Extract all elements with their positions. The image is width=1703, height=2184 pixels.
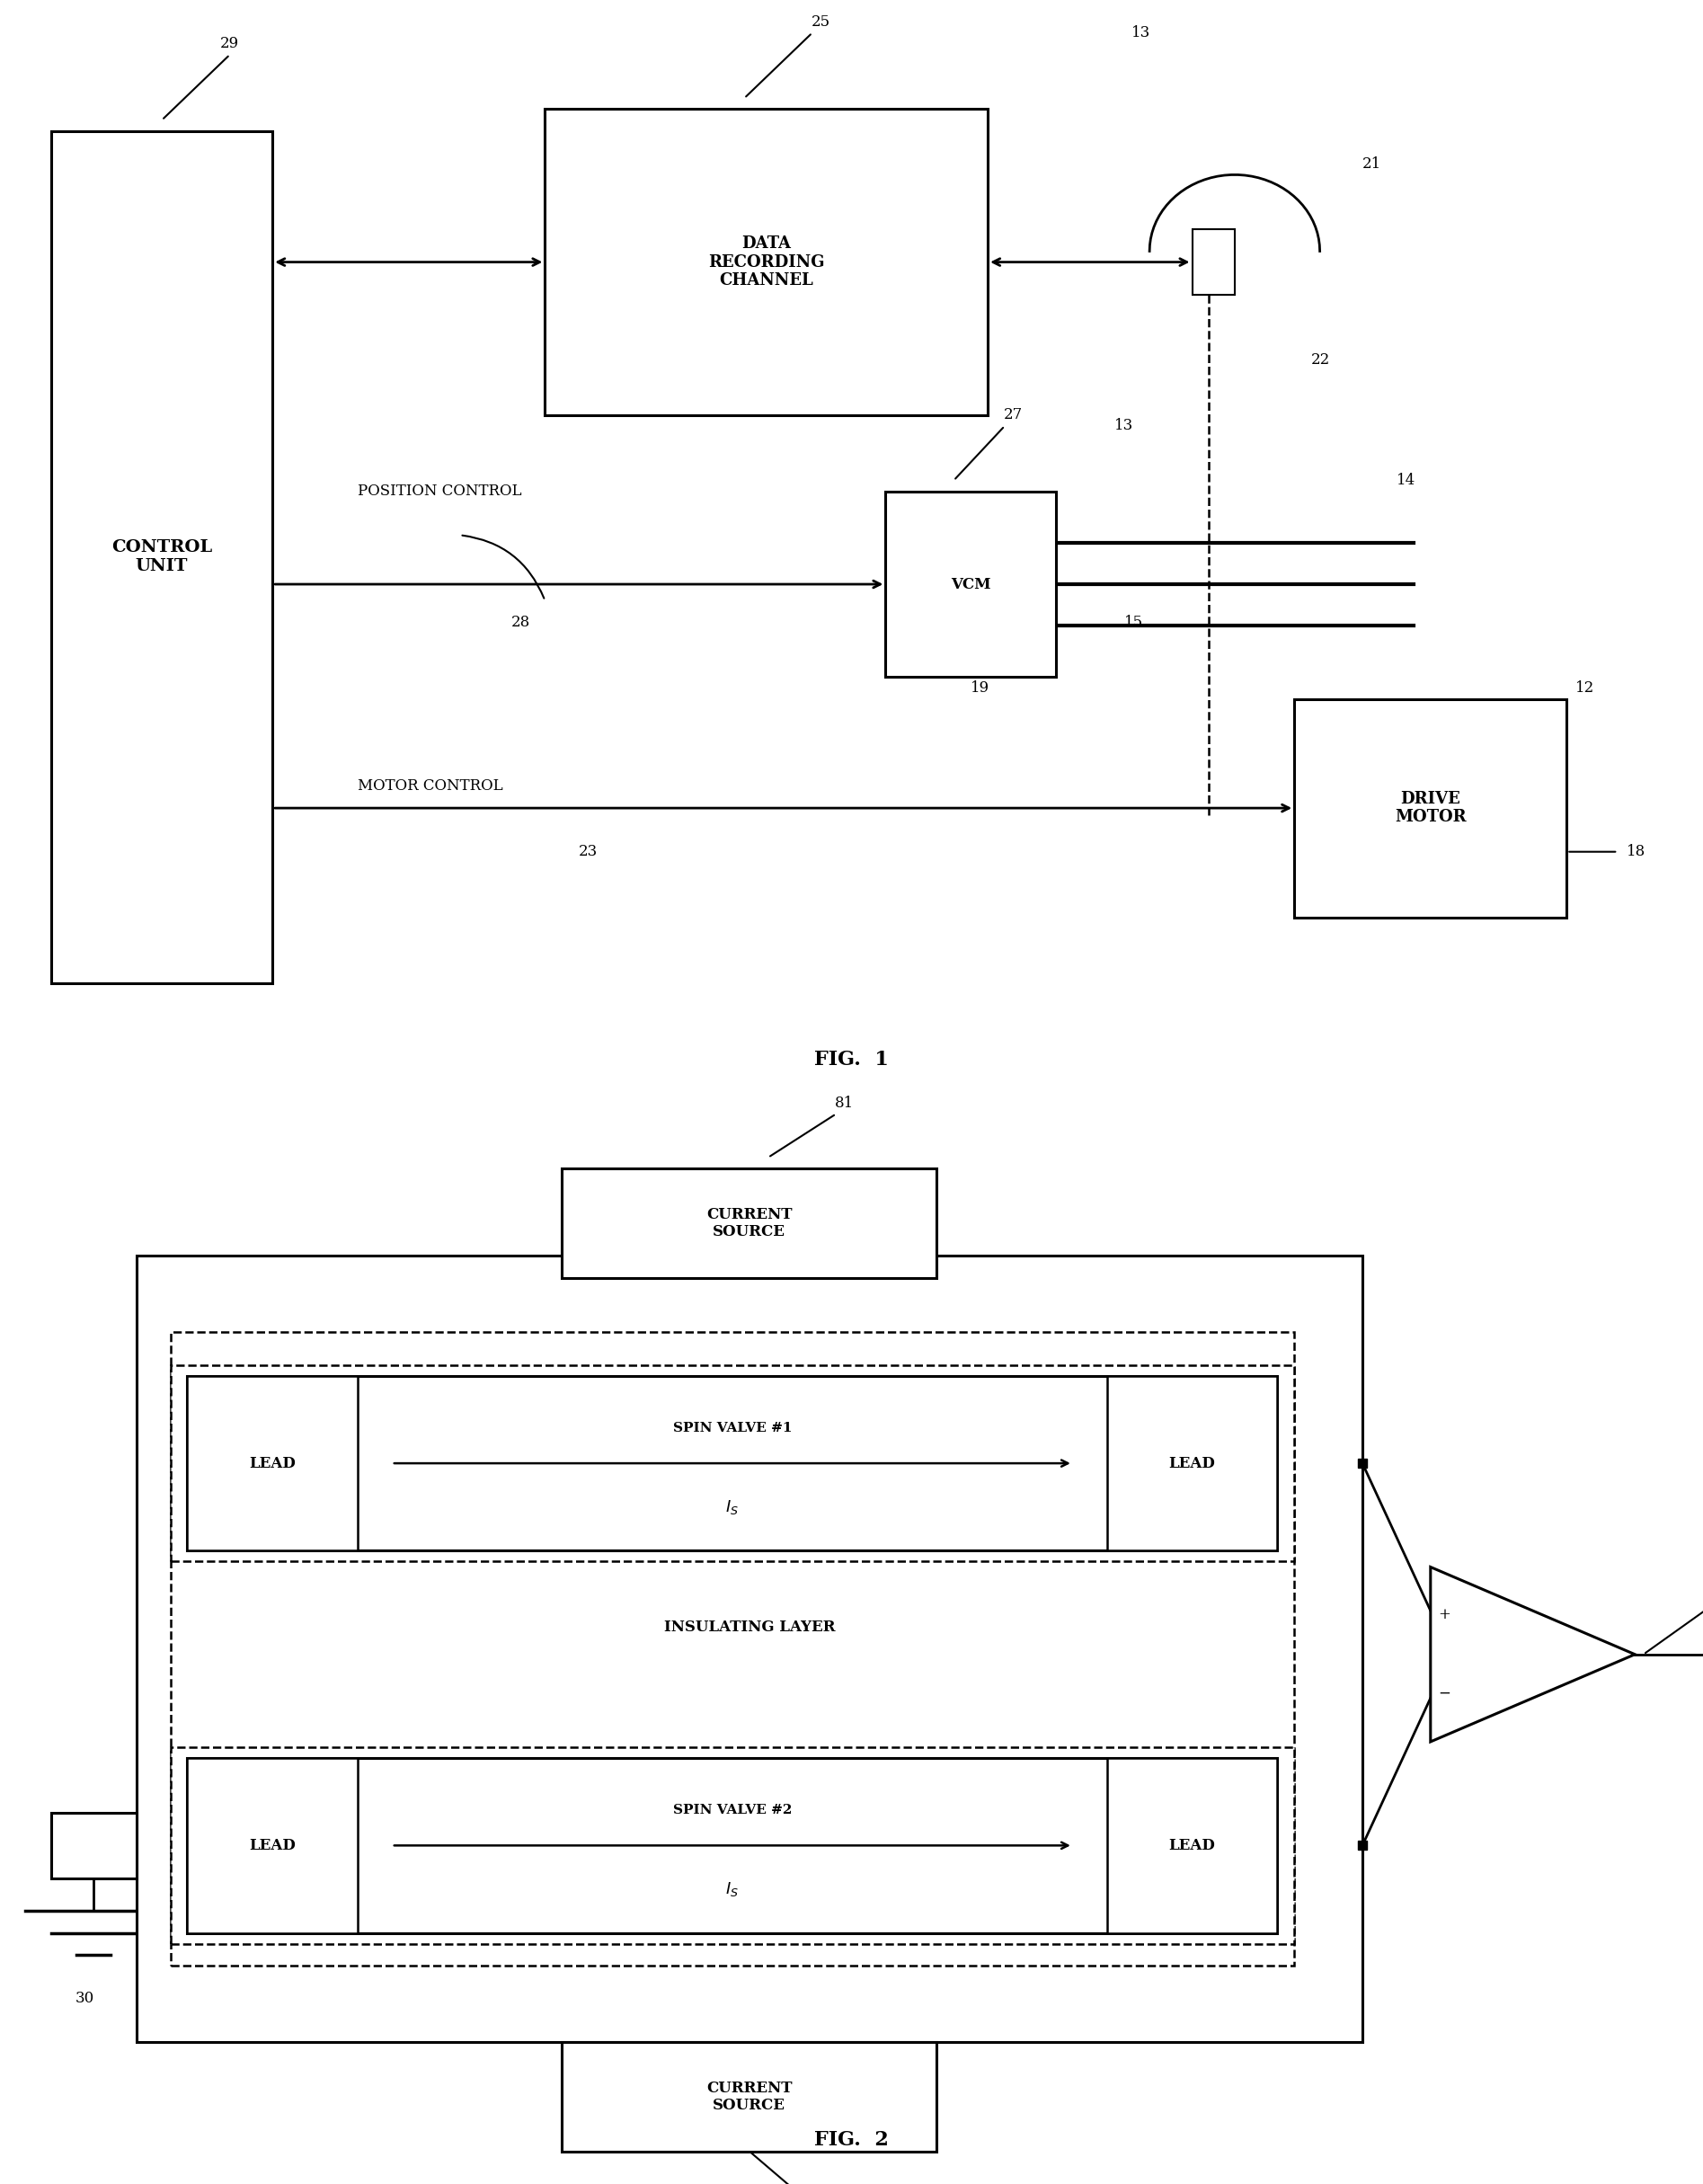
Bar [187,1758,1277,1933]
Text: 13: 13 [1114,419,1134,432]
Bar [187,1758,358,1933]
Text: 14: 14 [1396,474,1415,487]
Text: $I_S$: $I_S$ [725,1498,739,1516]
Bar [886,491,1056,677]
Bar [170,1365,1294,1562]
Text: DATA
RECORDING
CHANNEL: DATA RECORDING CHANNEL [708,236,824,288]
Text: LEAD: LEAD [249,1457,296,1470]
Text: CONTROL
UNIT: CONTROL UNIT [111,539,213,574]
Text: 27: 27 [1003,408,1024,422]
Text: LEAD: LEAD [1168,1457,1216,1470]
Text: SPIN VALVE #2: SPIN VALVE #2 [673,1804,792,1817]
Text: $I_S$: $I_S$ [725,1880,739,1898]
Bar [51,131,272,983]
Text: 15: 15 [1124,616,1143,629]
Text: SPIN VALVE #1: SPIN VALVE #1 [673,1422,792,1435]
Text: 21: 21 [1362,157,1381,170]
Text: 12: 12 [1575,681,1594,695]
Bar [1192,229,1235,295]
Text: FIG.  1: FIG. 1 [814,1048,889,1070]
Text: CURRENT
SOURCE: CURRENT SOURCE [707,1206,792,1241]
Text: 25: 25 [811,15,831,28]
Text: MOTOR CONTROL: MOTOR CONTROL [358,780,502,793]
Bar [545,109,988,415]
Text: 22: 22 [1311,354,1330,367]
Text: 28: 28 [511,616,530,629]
Text: CURRENT
SOURCE: CURRENT SOURCE [707,2079,792,2114]
Text: 18: 18 [1626,845,1645,858]
Bar [1107,1758,1277,1933]
Text: LEAD: LEAD [249,1839,296,1852]
Bar [51,1813,136,1878]
Text: 81: 81 [834,1096,855,1109]
Bar [1107,1376,1277,1551]
Bar [562,1168,937,1278]
Text: 30: 30 [75,1992,95,2005]
Text: FIG.  2: FIG. 2 [814,2129,889,2151]
Bar [170,1332,1294,1966]
Text: 29: 29 [220,37,240,50]
Bar [187,1376,1277,1551]
Bar [1294,699,1567,917]
Text: +: + [1437,1607,1451,1623]
Text: POSITION CONTROL: POSITION CONTROL [358,485,521,498]
Text: 13: 13 [1131,26,1151,39]
Text: INSULATING LAYER: INSULATING LAYER [664,1621,834,1634]
Text: DRIVE
MOTOR: DRIVE MOTOR [1395,791,1466,826]
Text: −: − [1437,1686,1451,1701]
Text: LEAD: LEAD [1168,1839,1216,1852]
Polygon shape [1431,1568,1635,1743]
Text: VCM: VCM [950,577,991,592]
Text: 19: 19 [971,681,989,695]
Bar [187,1376,358,1551]
Text: 23: 23 [579,845,598,858]
Bar [136,1256,1362,2042]
Bar [562,2042,937,2151]
Bar [170,1747,1294,1944]
